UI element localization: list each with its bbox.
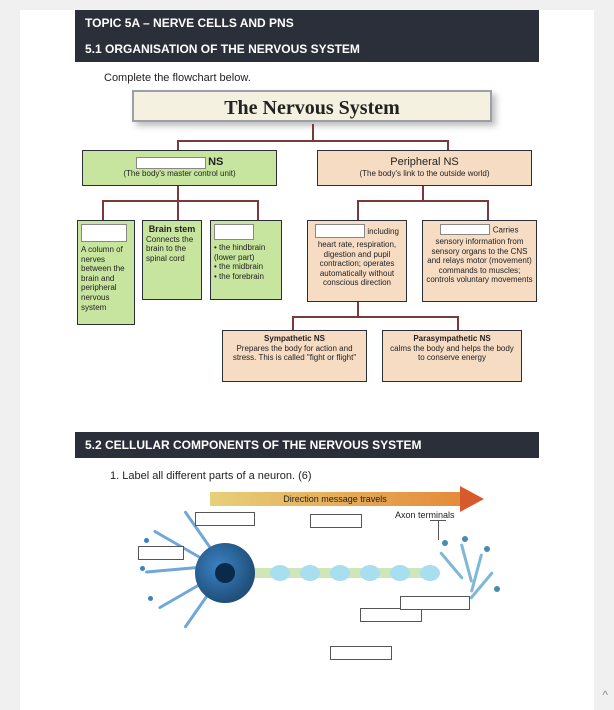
dendrite-tip	[140, 566, 145, 571]
myelin-node	[420, 565, 440, 581]
autonomic-box: including heart rate, respiration, diges…	[307, 220, 407, 302]
neuron-label-input[interactable]	[195, 512, 255, 526]
brainparts-l3: • the forebrain	[214, 272, 278, 282]
neuron-label-input[interactable]	[310, 514, 362, 528]
cns-label-suffix: NS	[208, 156, 223, 168]
blank-input[interactable]	[440, 224, 490, 235]
nucleus-shape	[215, 563, 235, 583]
spinal-box: A column of nerves between the brain and…	[77, 220, 135, 325]
connector-line	[292, 316, 294, 330]
direction-arrow-icon	[460, 486, 484, 512]
dendrite-tip	[144, 538, 149, 543]
myelin-node	[270, 565, 290, 581]
connector-line	[422, 186, 424, 200]
worksheet-page: TOPIC 5A – NERVE CELLS AND PNS 5.1 ORGAN…	[20, 10, 594, 710]
neuron-label-input[interactable]	[330, 646, 392, 660]
myelin-node	[330, 565, 350, 581]
brainparts-l1: • the hindbrain (lower part)	[214, 243, 278, 262]
myelin-node	[390, 565, 410, 581]
neuron-label-input[interactable]	[138, 546, 184, 560]
blank-input[interactable]	[136, 157, 206, 169]
parasympathetic-title: Parasympathetic NS	[386, 334, 518, 344]
sympathetic-text: Prepares the body for action and stress.…	[233, 344, 356, 363]
connector-line	[357, 200, 359, 220]
brainstem-text: Connects the brain to the spinal cord	[146, 235, 193, 263]
section-51-bar: 5.1 ORGANISATION OF THE NERVOUS SYSTEM	[75, 36, 539, 62]
leader-line	[430, 520, 446, 521]
topic-bar: TOPIC 5A – NERVE CELLS AND PNS	[75, 10, 539, 36]
connector-line	[357, 302, 359, 316]
connector-line	[177, 140, 447, 142]
connector-line	[257, 200, 259, 220]
brainstem-title: Brain stem	[146, 224, 198, 235]
connector-line	[312, 124, 314, 140]
spinal-text: A column of nerves between the brain and…	[81, 245, 125, 312]
connector-line	[447, 140, 449, 150]
somatic-box: Carries sensory information from sensory…	[422, 220, 537, 302]
pns-subtitle: (The body's link to the outside world)	[322, 169, 527, 179]
axon-terminals-label: Axon terminals	[395, 510, 455, 520]
neuron-label-input[interactable]	[360, 608, 422, 622]
connector-line	[177, 140, 179, 150]
blank-input[interactable]	[315, 224, 365, 238]
connector-line	[102, 200, 104, 220]
connector-line	[102, 200, 257, 202]
connector-line	[177, 200, 179, 220]
direction-bar: Direction message travels	[210, 492, 460, 506]
pns-label: Peripheral NS	[322, 156, 527, 169]
dendrite-tip	[148, 596, 153, 601]
nervous-system-flowchart: The Nervous System NS (The body's master…	[82, 90, 547, 430]
sympathetic-title: Sympathetic NS	[226, 334, 363, 344]
section-52-bar: 5.2 CELLULAR COMPONENTS OF THE NERVOUS S…	[75, 432, 539, 458]
question-1: 1. Label all different parts of a neuron…	[110, 470, 594, 482]
cns-subtitle: (The body's master control unit)	[87, 169, 272, 179]
connector-line	[457, 316, 459, 330]
neuron-label-input[interactable]	[400, 596, 470, 610]
leader-line	[438, 520, 439, 540]
sympathetic-box: Sympathetic NS Prepares the body for act…	[222, 330, 367, 382]
brainparts-box: • the hindbrain (lower part) • the midbr…	[210, 220, 282, 300]
instruction-51: Complete the flowchart below.	[104, 72, 594, 84]
connector-line	[177, 186, 179, 200]
cns-box: NS (The body's master control unit)	[82, 150, 277, 186]
parasympathetic-box: Parasympathetic NS calms the body and he…	[382, 330, 522, 382]
parasympathetic-text: calms the body and helps the body to con…	[390, 344, 514, 363]
blank-input[interactable]	[214, 224, 254, 240]
blank-input[interactable]	[81, 224, 127, 242]
brainparts-l2: • the midbrain	[214, 262, 278, 272]
brainstem-box: Brain stem Connects the brain to the spi…	[142, 220, 202, 300]
flowchart-title: The Nervous System	[132, 90, 492, 122]
connector-line	[487, 200, 489, 220]
myelin-node	[360, 565, 380, 581]
connector-line	[357, 200, 487, 202]
pns-box: Peripheral NS (The body's link to the ou…	[317, 150, 532, 186]
connector-line	[292, 316, 457, 318]
neuron-diagram: Direction message travels Axon terminals	[130, 488, 510, 688]
myelin-node	[300, 565, 320, 581]
